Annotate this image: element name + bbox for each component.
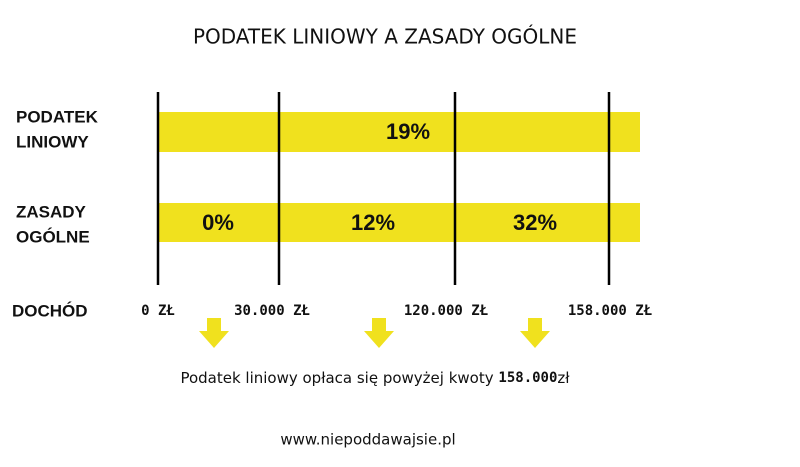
row-label: LINIOWY: [16, 132, 89, 151]
rate: 19%: [386, 119, 430, 144]
rate: 12%: [351, 210, 395, 235]
row-label: ZASADY: [16, 202, 87, 221]
threshold: 0 ZŁ: [141, 303, 175, 319]
title: PODATEK LINIOWY A ZASADY OGÓLNE: [193, 25, 577, 49]
bar-flat: [158, 112, 640, 152]
arrow: [364, 318, 394, 348]
footer-amount: 158.000: [498, 370, 557, 386]
threshold: 120.000 ZŁ: [404, 303, 488, 319]
rate: 0%: [202, 210, 234, 235]
threshold: 30.000 ZŁ: [234, 303, 310, 319]
footer-unit: zł: [557, 369, 570, 387]
bar-general: [158, 203, 640, 242]
website: www.niepoddawajsie.pl: [280, 431, 455, 449]
footer-text: Podatek liniowy opłaca się powyżej kwoty: [180, 369, 493, 387]
arrow: [520, 318, 550, 348]
threshold: 158.000 ZŁ: [568, 303, 652, 319]
income-label: DOCHÓD: [12, 301, 88, 320]
row-label: OGÓLNE: [16, 227, 90, 246]
row-label: PODATEK: [16, 107, 99, 126]
footer: Podatek liniowy opłaca się powyżej kwoty…: [180, 369, 570, 387]
arrow: [199, 318, 229, 348]
rate: 32%: [513, 210, 557, 235]
